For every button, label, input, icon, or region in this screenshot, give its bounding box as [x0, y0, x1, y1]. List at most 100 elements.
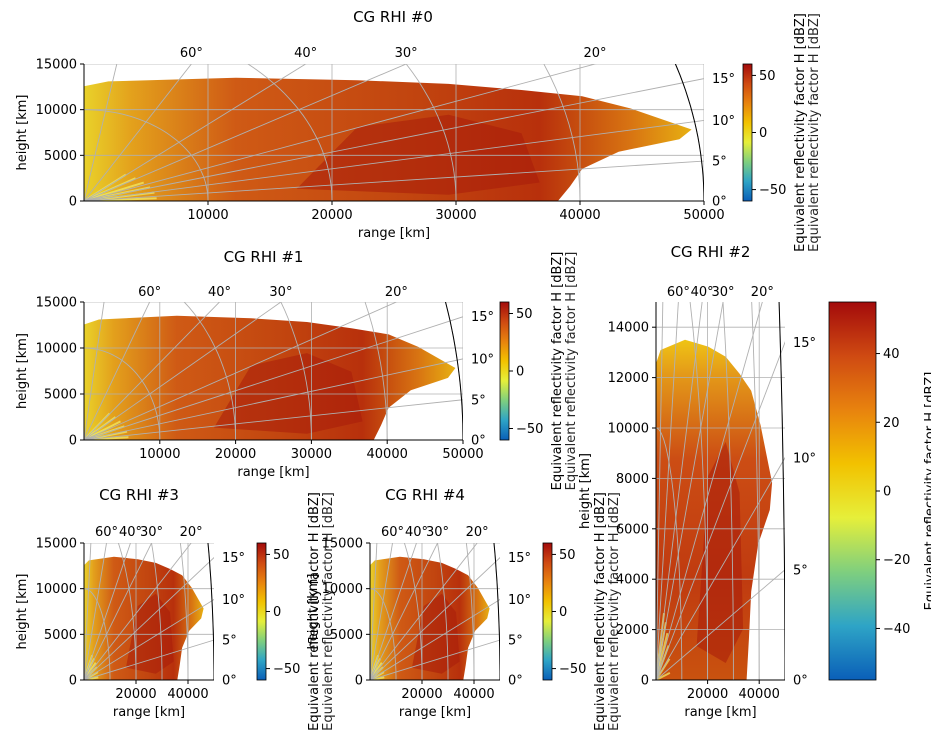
plot-area: [84, 302, 463, 440]
elevation-ray: [656, 302, 703, 680]
colorbar: −50 0 50 Equivalent reflectivity factor H […: [256, 492, 336, 731]
elevation-tick-label: 20°: [751, 285, 774, 300]
elevation-ray: [84, 316, 463, 440]
x-tick-label: 20000: [311, 208, 352, 223]
right-elevation-tick-label: 10°: [793, 451, 816, 466]
elevation-tick-label: 20°: [466, 525, 489, 540]
elevation-ray: [84, 543, 131, 680]
elevation-ray: [656, 456, 785, 680]
y-tick-label: 8000: [616, 472, 649, 487]
y-tick-label: 12000: [608, 371, 649, 386]
y-tick-label: 10000: [322, 582, 363, 597]
x-tick-label: 10000: [187, 208, 228, 223]
colorbar-gradient: [256, 542, 267, 681]
elevation-ray: [84, 64, 192, 201]
colorbar-tick-label: 50: [759, 69, 776, 84]
right-elevation-tick-label: 0°: [793, 674, 808, 689]
x-tick-label: 20000: [687, 687, 728, 702]
elevation-ray: [370, 543, 378, 680]
colorbar-gradient: [742, 63, 753, 202]
right-elevation-tick-label: 0°: [222, 674, 237, 689]
colorbar-tick-label: 50: [273, 548, 290, 563]
x-axis-label: range [km]: [399, 705, 471, 720]
right-elevation-tick-label: 5°: [222, 634, 237, 649]
elevation-tick-label: 20°: [180, 525, 203, 540]
elevation-ray: [84, 78, 704, 201]
x-tick-label: 40000: [739, 687, 780, 702]
elevation-ray: [84, 302, 105, 440]
chart-title: CG RHI #0: [353, 8, 433, 26]
elevation-ray: [84, 639, 214, 680]
colorbar-label: Equivalent reflectivity factor H [dBZ]: [550, 252, 565, 491]
y-axis-label: height [km]: [15, 333, 30, 409]
y-tick-label: 10000: [608, 422, 649, 437]
elevation-tick-label: 40°: [208, 285, 231, 300]
right-elevation-tick-label: 5°: [793, 563, 808, 578]
y-tick-label: 15000: [36, 58, 77, 73]
elevation-tick-label: 30°: [426, 525, 449, 540]
elevation-ray: [84, 557, 214, 680]
plot-area: [84, 64, 704, 201]
max-range-arc: [674, 64, 704, 201]
right-elevation-tick-label: 15°: [471, 310, 494, 325]
elevation-ray: [370, 543, 417, 680]
elevation-tick-label: 20°: [584, 46, 607, 61]
plot-area: [656, 302, 785, 680]
y-tick-label: 0: [641, 674, 649, 689]
y-tick-label: 10000: [36, 103, 77, 118]
elevation-tick-label: 60°: [138, 285, 161, 300]
y-tick-label: 2000: [616, 623, 649, 638]
x-tick-label: 20000: [115, 687, 156, 702]
rhi-panel-4: 20000 40000 0 5000 10000 15000 range [km] heigh…: [306, 486, 622, 731]
elevation-tick-label: 40°: [691, 285, 714, 300]
right-elevation-tick-label: 15°: [793, 336, 816, 351]
colorbar-tick-label: 20: [883, 416, 900, 431]
elevation-ray: [370, 557, 500, 680]
colorbar-gradient: [542, 542, 553, 681]
colorbar-label-overlap: Equivalent reflectivity factor H [dBZ]: [807, 13, 822, 252]
y-tick-label: 5000: [44, 149, 77, 164]
x-tick-label: 30000: [435, 208, 476, 223]
colorbar-label: Equivalent reflectivity factor H [dBZ]: [307, 492, 322, 731]
right-elevation-tick-label: 10°: [712, 114, 735, 129]
colorbar-tick-label: −40: [883, 622, 910, 637]
x-axis-label: range [km]: [113, 705, 185, 720]
elevation-ray: [84, 120, 704, 201]
elevation-tick-label: 40°: [119, 525, 142, 540]
reflectivity-core: [214, 353, 363, 434]
y-axis-label: height [km]: [15, 95, 30, 171]
elevation-ray: [84, 598, 214, 680]
elevation-tick-label: 30°: [269, 285, 292, 300]
reflectivity-core: [296, 114, 540, 195]
colorbar-label: Equivalent reflectivity factor H [dBZ]: [793, 13, 808, 252]
elevation-ray: [84, 543, 107, 680]
y-tick-label: 0: [69, 674, 77, 689]
x-tick-label: 40000: [367, 447, 408, 462]
y-tick-label: 5000: [44, 388, 77, 403]
y-tick-label: 4000: [616, 573, 649, 588]
x-tick-label: 40000: [453, 687, 494, 702]
near-radar-echo: [656, 671, 671, 680]
elevation-tick-label: 60°: [180, 46, 203, 61]
elevation-ray: [370, 543, 393, 680]
elevation-tick-label: 60°: [381, 525, 404, 540]
colorbar-tick-label: 0: [883, 485, 891, 500]
colorbar-tick-label: 0: [559, 605, 567, 620]
max-range-arc: [493, 543, 500, 680]
elevation-tick-label: 60°: [667, 285, 690, 300]
colorbar: −40 −20 0 20 40 Equivalent reflectivity facto…: [828, 301, 931, 681]
y-tick-label: 0: [355, 674, 363, 689]
rhi-panel-2: 20000 40000 0 2000 4000 6000 8000 10000 12000 140…: [578, 243, 931, 720]
elevation-ray: [656, 569, 785, 680]
right-elevation-tick-label: 5°: [471, 393, 486, 408]
right-elevation-tick-label: 5°: [712, 155, 727, 170]
y-axis-label: height [km]: [306, 574, 321, 650]
rhi-panel-3: 20000 40000 0 5000 10000 15000 range [km] heigh…: [15, 486, 336, 731]
right-elevation-tick-label: 10°: [471, 352, 494, 367]
right-elevation-tick-label: 15°: [712, 72, 735, 87]
y-tick-label: 14000: [608, 321, 649, 336]
elevation-ray: [656, 302, 724, 680]
plot-area: [370, 543, 500, 680]
elevation-ray: [84, 302, 151, 440]
